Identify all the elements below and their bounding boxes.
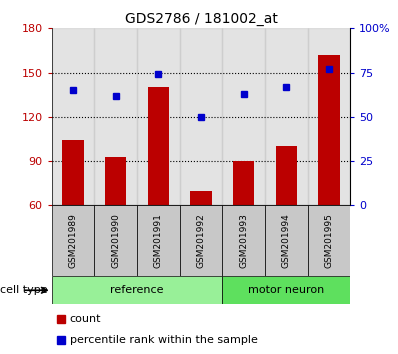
Bar [318,55,339,205]
Bar [52,205,94,276]
Bar [179,28,222,205]
Bar [179,205,222,276]
Title: GDS2786 / 181002_at: GDS2786 / 181002_at [125,12,277,26]
Bar [222,205,265,276]
Bar [265,205,308,276]
Bar [94,205,137,276]
Text: count: count [70,314,101,324]
Bar [94,28,137,205]
Text: GSM201991: GSM201991 [154,213,163,268]
Bar [148,87,169,205]
Bar [233,161,254,205]
Text: motor neuron: motor neuron [248,285,324,295]
Bar [137,28,179,205]
Bar [137,205,179,276]
Bar [222,28,265,205]
Bar [52,28,94,205]
Bar [308,205,350,276]
Text: reference: reference [110,285,164,295]
Bar [308,28,350,205]
Text: GSM201995: GSM201995 [324,213,334,268]
Bar [275,146,297,205]
Text: percentile rank within the sample: percentile rank within the sample [70,335,258,345]
Text: GSM201990: GSM201990 [111,213,120,268]
Text: cell type: cell type [0,285,48,295]
Text: GSM201989: GSM201989 [68,213,78,268]
Bar [62,141,84,205]
Bar [265,28,308,205]
Text: GSM201992: GSM201992 [197,213,205,268]
Text: GSM201993: GSM201993 [239,213,248,268]
Bar [190,190,212,205]
Text: GSM201994: GSM201994 [282,213,291,268]
Bar [52,276,222,304]
Bar [105,156,127,205]
Bar [222,276,350,304]
